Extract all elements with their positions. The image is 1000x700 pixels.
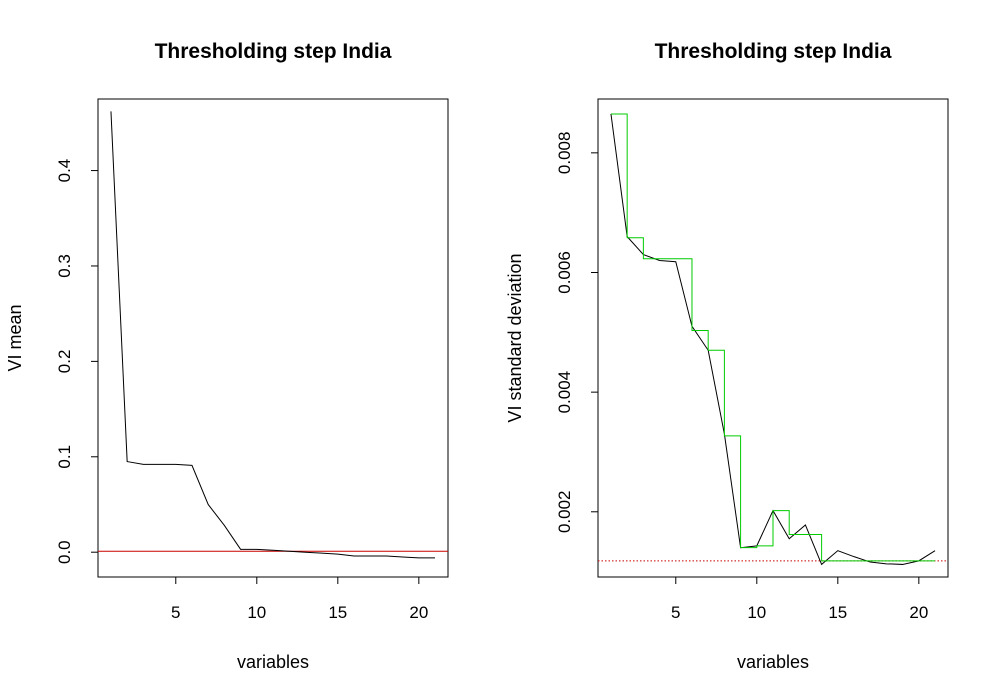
- chart-title: Thresholding step India: [655, 40, 892, 63]
- x-tick-label: 5: [671, 603, 680, 622]
- y-axis-label: VI standard deviation: [505, 253, 525, 422]
- series-line: [110, 111, 436, 559]
- y-tick-label: 0.2: [55, 350, 74, 374]
- x-tick-label: 5: [171, 603, 180, 622]
- x-tick-label: 15: [328, 603, 347, 622]
- y-tick-label: 0.0: [55, 540, 74, 564]
- x-axis-label: variables: [237, 652, 309, 672]
- y-tick-label: 0.002: [555, 491, 574, 534]
- chart-panel-vi-mean: Thresholding step India variables VI mea…: [5, 40, 449, 672]
- series-step-line: [610, 113, 936, 562]
- chart-title: Thresholding step India: [155, 40, 392, 63]
- series-line: [610, 113, 936, 566]
- x-tick-label: 10: [247, 603, 266, 622]
- plot-frame: [97, 98, 449, 578]
- x-tick-label: 15: [828, 603, 847, 622]
- y-tick-label: 0.3: [55, 254, 74, 278]
- y-tick-label: 0.1: [55, 445, 74, 469]
- y-tick-label: 0.4: [55, 159, 74, 183]
- plot-frame: [597, 98, 949, 578]
- x-tick-label: 20: [909, 603, 928, 622]
- chart-panel-vi-sd: Thresholding step India variables VI sta…: [505, 40, 949, 672]
- y-tick-label: 0.006: [555, 251, 574, 294]
- y-axis-label: VI mean: [5, 304, 25, 371]
- y-tick-label: 0.008: [555, 132, 574, 175]
- y-tick-label: 0.004: [555, 371, 574, 414]
- x-tick-label: 20: [409, 603, 428, 622]
- x-tick-label: 10: [747, 603, 766, 622]
- x-axis-label: variables: [737, 652, 809, 672]
